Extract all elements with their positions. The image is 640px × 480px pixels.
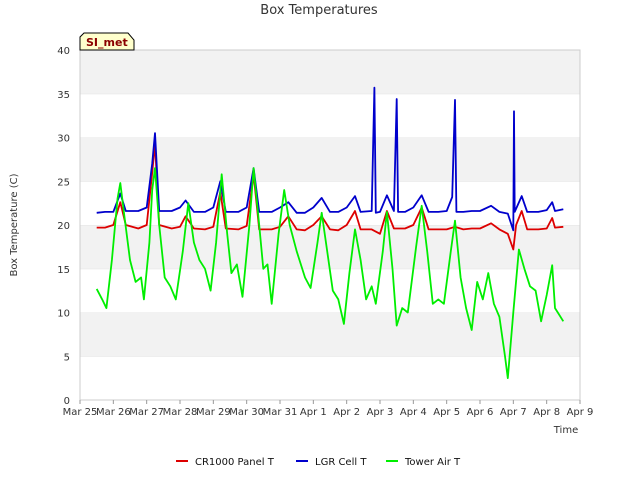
site-badge-box — [79, 32, 135, 51]
plot-frame — [79, 49, 581, 401]
y-tick-label: 5 — [64, 352, 70, 363]
site-badge-label: SI_met — [86, 36, 128, 49]
y-tick-label: 15 — [57, 265, 70, 276]
x-tick-label: Apr 7 — [500, 407, 527, 418]
y-axis-label: Box Temperature (C) — [9, 173, 20, 276]
y-axis-ticks: 0 5 10 15 20 25 30 35 40 — [57, 46, 70, 407]
grid-band — [80, 50, 580, 94]
legend-label-1: CR1000 Panel T — [195, 457, 275, 468]
grid-band — [80, 356, 580, 400]
x-tick-label: Apr 1 — [300, 407, 327, 418]
grid-bands — [80, 49, 580, 400]
grid-band — [80, 137, 580, 182]
x-tick-label: Mar 30 — [229, 407, 264, 418]
y-tick-label: 40 — [57, 46, 70, 57]
y-tick-label: 35 — [57, 90, 70, 101]
x-tick-label: Apr 9 — [567, 407, 594, 418]
grid-band — [80, 181, 580, 225]
y-tick-label: 0 — [64, 396, 70, 407]
x-tick-label: Mar 28 — [163, 407, 198, 418]
x-tick-label: Apr 6 — [467, 407, 494, 418]
x-tick-label: Mar 29 — [196, 407, 231, 418]
legend: CR1000 Panel T LGR Cell T Tower Air T — [176, 457, 461, 468]
x-tick-label: Apr 8 — [533, 407, 560, 418]
y-tick-label: 25 — [57, 177, 70, 188]
series-lines — [95, 86, 565, 380]
x-tick-label: Mar 25 — [63, 407, 98, 418]
chart-title: Box Temperatures — [260, 3, 378, 18]
x-tick-label: Apr 5 — [433, 407, 460, 418]
x-tick-label: Mar 26 — [96, 407, 131, 418]
site-badge: SI_met — [79, 32, 135, 51]
x-axis-label: Time — [553, 425, 578, 436]
series-line-2 — [96, 86, 564, 232]
x-tick-label: Mar 31 — [263, 407, 298, 418]
x-tick-label: Apr 4 — [400, 407, 427, 418]
x-tick-label: Apr 3 — [367, 407, 394, 418]
x-tick-label: Apr 2 — [333, 407, 360, 418]
series-line-3 — [95, 167, 565, 380]
y-tick-label: 30 — [57, 134, 70, 145]
legend-label-3: Tower Air T — [404, 457, 461, 468]
y-tick-label: 10 — [57, 309, 70, 320]
grid-band — [80, 312, 580, 357]
x-tick-label: Mar 27 — [129, 407, 164, 418]
grid-band — [80, 93, 580, 138]
y-tick-label: 20 — [57, 221, 70, 232]
series-line-1 — [96, 142, 564, 251]
legend-label-2: LGR Cell T — [315, 457, 367, 468]
